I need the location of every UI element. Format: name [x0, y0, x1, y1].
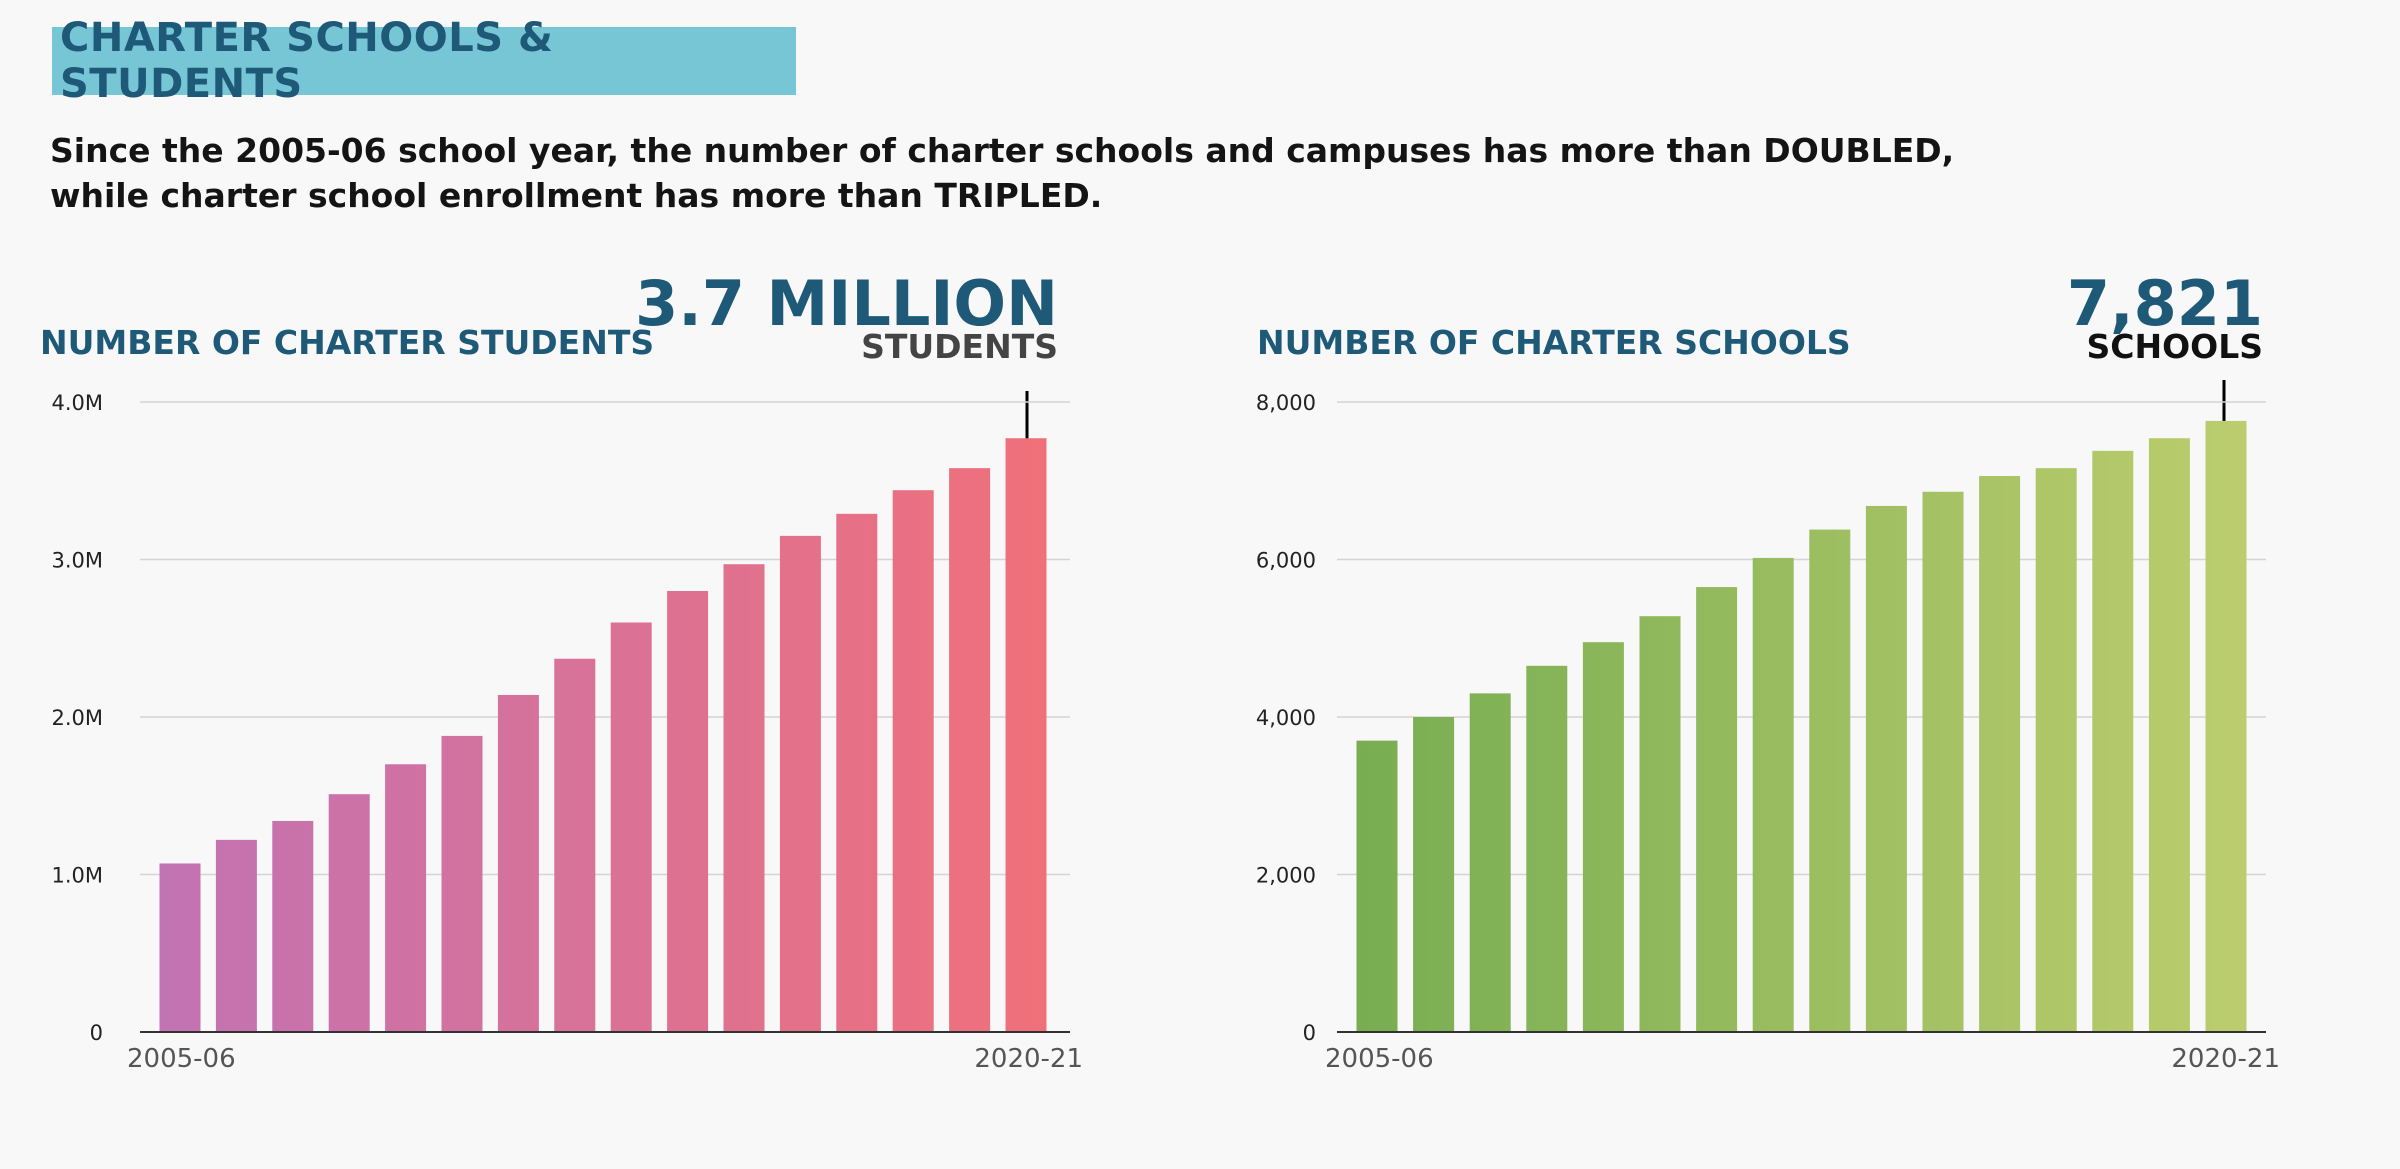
schools-bar-2018-19 [2092, 450, 2134, 1032]
schools-y-tick-label: 8,000 [1256, 391, 1316, 415]
schools-bar-2013-14 [1809, 529, 1851, 1032]
students-bar-2010-11 [441, 735, 483, 1032]
schools-y-tick-label: 6,000 [1256, 549, 1316, 573]
students-bar-2008-09 [328, 794, 370, 1032]
students-bar-2019-20 [949, 468, 991, 1032]
page-title-band: CHARTER SCHOOLS & STUDENTS [52, 15, 796, 107]
students-bar-2009-10 [385, 764, 427, 1032]
students-bar-2018-19 [892, 490, 934, 1032]
schools-x-tick-start: 2005-06 [1325, 1044, 1434, 1074]
schools-bar-2008-09 [1526, 665, 1568, 1032]
students-bar-2020-21 [1005, 438, 1047, 1033]
students-x-tick-end: 2020-21 [974, 1044, 1083, 1074]
students-bar-2016-17 [779, 535, 821, 1032]
students-y-tick-label: 2.0M [51, 706, 103, 730]
schools-bar-2016-17 [1979, 476, 2021, 1032]
schools-bar-2009-10 [1582, 642, 1624, 1032]
schools-bar-chart: NUMBER OF CHARTER SCHOOLS 7,821 SCHOOLS … [1256, 267, 2280, 1074]
schools-bars [1356, 420, 2247, 1033]
students-bar-chart: NUMBER OF CHARTER STUDENTS 3.7 MILLION S… [40, 267, 1083, 1074]
page-title: CHARTER SCHOOLS & STUDENTS [60, 15, 554, 107]
students-bar-2005-06 [159, 863, 201, 1032]
students-bar-2012-13 [554, 658, 596, 1032]
schools-bar-2017-18 [2035, 468, 2077, 1032]
schools-bar-2020-21 [2205, 420, 2247, 1032]
students-y-axis: 0 1.0M 2.0M 3.0M 4.0M [51, 391, 103, 1045]
students-bar-2014-15 [667, 591, 709, 1032]
subtitle-line-2: while charter school enrollment has more… [50, 176, 1103, 215]
schools-callout-value: 7,821 [2067, 267, 2263, 340]
students-x-tick-start: 2005-06 [127, 1044, 236, 1074]
schools-y-axis: 0 2,000 4,000 6,000 8,000 [1256, 391, 1316, 1045]
schools-y-tick-label: 0 [1303, 1021, 1316, 1045]
students-bar-2013-14 [610, 622, 652, 1032]
schools-bar-2011-12 [1696, 587, 1738, 1032]
schools-bar-2014-15 [1865, 505, 1907, 1032]
students-y-tick-label: 3.0M [51, 549, 103, 573]
students-chart-title: NUMBER OF CHARTER STUDENTS [40, 323, 654, 362]
students-y-tick-label: 4.0M [51, 391, 103, 415]
schools-y-tick-label: 4,000 [1256, 706, 1316, 730]
schools-chart-title: NUMBER OF CHARTER SCHOOLS [1257, 323, 1851, 362]
schools-bar-2006-07 [1413, 717, 1455, 1032]
students-y-tick-label: 0 [90, 1021, 103, 1045]
schools-y-tick-label: 2,000 [1256, 864, 1316, 888]
schools-bar-2019-20 [2148, 438, 2190, 1033]
students-bar-2006-07 [215, 839, 257, 1032]
schools-bar-2005-06 [1356, 740, 1398, 1032]
schools-bar-2015-16 [1922, 491, 1964, 1032]
students-bar-2015-16 [723, 564, 765, 1032]
students-callout-value: 3.7 MILLION [635, 267, 1058, 340]
schools-bar-2010-11 [1639, 616, 1681, 1032]
page-subtitle: Since the 2005-06 school year, the numbe… [50, 128, 1955, 218]
subtitle-line-1: Since the 2005-06 school year, the numbe… [50, 131, 1955, 170]
students-bar-2007-08 [272, 820, 314, 1032]
schools-bar-2007-08 [1469, 693, 1511, 1032]
students-bar-2017-18 [836, 513, 878, 1032]
students-bar-2011-12 [497, 694, 539, 1032]
schools-callout-unit: SCHOOLS [2086, 327, 2263, 366]
students-bars [159, 438, 1047, 1033]
schools-x-tick-end: 2020-21 [2171, 1044, 2280, 1074]
students-callout-unit: STUDENTS [861, 327, 1058, 366]
schools-bar-2012-13 [1752, 557, 1794, 1032]
students-y-tick-label: 1.0M [51, 864, 103, 888]
